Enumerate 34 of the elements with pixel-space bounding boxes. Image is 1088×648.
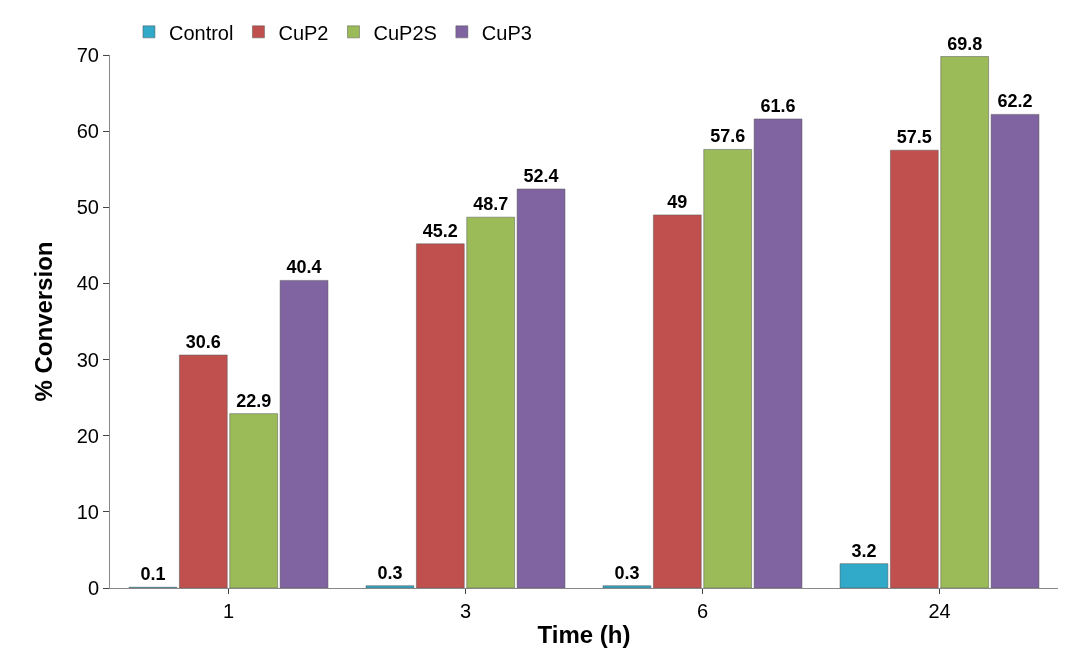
data-label: 45.2: [422, 220, 458, 241]
data-label: 30.6: [185, 332, 221, 352]
data-label: 57.5: [896, 127, 932, 148]
data-label: 22.9: [236, 390, 272, 411]
y-tick-label: 0: [87, 577, 99, 599]
legend-label: CuP2S: [373, 21, 437, 44]
y-tick-label: 20: [76, 424, 99, 447]
legend-label: CuP3: [481, 21, 532, 44]
x-tick-label: 6: [696, 600, 709, 622]
data-label: 69.8: [947, 33, 983, 54]
data-label: 0.3: [614, 562, 640, 583]
legend-label: CuP2: [278, 21, 329, 44]
data-label: 40.4: [286, 257, 322, 278]
x-tick-label: 3: [459, 600, 472, 622]
data-label: 48.7: [473, 194, 509, 215]
x-tick-label: 1: [222, 600, 235, 622]
data-label: 57.6: [710, 126, 746, 147]
y-tick-label: 10: [76, 500, 99, 523]
y-tick-label: 60: [76, 120, 99, 143]
y-tick-label: 30: [76, 348, 99, 371]
y-tick-label: 50: [76, 196, 99, 219]
y-tick-label: 70: [76, 44, 99, 66]
data-label: 62.2: [997, 91, 1033, 112]
y-axis-title: % Conversion: [30, 241, 57, 402]
data-label: 49: [667, 191, 688, 212]
data-label: 0.1: [140, 564, 166, 585]
x-axis-title: Time (h): [537, 621, 631, 648]
y-tick-label: 40: [76, 272, 99, 295]
data-label: 3.2: [851, 540, 877, 561]
data-label: 0.3: [377, 562, 403, 583]
legend-label: Control: [168, 21, 234, 44]
data-label: 52.4: [523, 166, 559, 187]
data-label: 61.6: [760, 95, 796, 116]
x-tick-label: 24: [928, 600, 951, 622]
